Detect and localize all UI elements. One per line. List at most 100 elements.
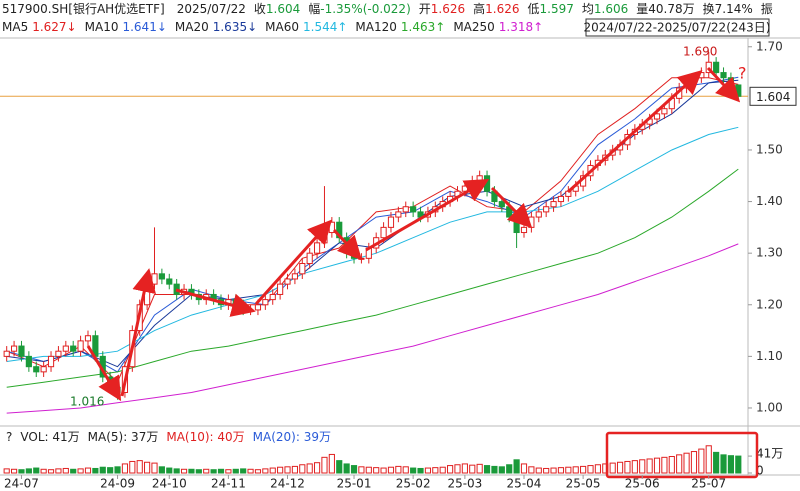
volume-legend-item: MA(5): 37万: [88, 430, 159, 444]
volume-bar: [639, 459, 646, 474]
candle-body: [535, 211, 542, 218]
volume-bar: [166, 467, 173, 474]
y-tick-label: 41万: [756, 447, 783, 461]
x-tick-label: 25-05: [566, 477, 601, 491]
volume-bar: [720, 454, 727, 474]
volume-bar: [587, 465, 594, 474]
volume-bar: [735, 455, 742, 474]
arrow: [175, 288, 256, 317]
volume-bar: [107, 467, 114, 474]
volume-bar: [217, 468, 225, 474]
volume-bar: [121, 463, 129, 474]
volume-bar: [513, 459, 520, 474]
candle-body: [62, 345, 69, 352]
quote-name: 高: [473, 1, 485, 16]
candle-body: [498, 201, 505, 208]
candle-body: [84, 335, 92, 342]
quote-name: 换: [703, 2, 715, 16]
arrow: [332, 228, 363, 261]
x-tick-label: 24-09: [100, 477, 135, 491]
volume-bar: [461, 463, 468, 474]
arrow: [706, 66, 741, 103]
candle-body: [476, 175, 483, 182]
quote-name: 均: [582, 2, 594, 16]
candle-body: [735, 84, 742, 97]
volume-bar: [631, 460, 638, 474]
ma-value: 1.641↓: [122, 20, 166, 34]
x-tick-label: 25-06: [625, 477, 660, 491]
volume-bar: [402, 466, 409, 474]
volume-bar: [609, 462, 616, 474]
candle-body: [25, 355, 32, 368]
volume-bar: [683, 452, 690, 474]
quote-name: 量: [636, 2, 648, 16]
volume-bar: [698, 448, 705, 474]
candle-body: [483, 175, 491, 192]
range-box: [585, 18, 770, 37]
volume-bar: [203, 468, 210, 474]
candle-body: [166, 278, 173, 285]
volume-bar: [328, 453, 335, 474]
ma-line: [6, 168, 739, 388]
volume-bar: [395, 465, 402, 474]
x-tick-label: 25-01: [337, 477, 372, 491]
volume-bar: [3, 468, 10, 474]
x-tick-label: 24-12: [270, 477, 305, 491]
arrow: [254, 219, 333, 306]
volume-bar: [439, 466, 446, 474]
y-tick-label: 0: [756, 464, 764, 478]
volume-bar: [70, 468, 77, 474]
volume-legend-item: ?: [6, 430, 12, 444]
volume-legend-item: MA(20): 39万: [253, 430, 331, 444]
candle-body: [713, 61, 720, 74]
candle-body: [299, 262, 306, 275]
quote-value: 7.14%: [715, 2, 753, 16]
x-tick-label: 25-02: [396, 477, 431, 491]
quote-value: 1.626: [431, 2, 465, 16]
volume-bar: [291, 465, 298, 474]
volume-bar: [84, 467, 92, 474]
candle-body: [291, 273, 298, 280]
volume-bar: [40, 468, 47, 474]
volume-bar: [284, 466, 291, 474]
volume-bar: [313, 462, 321, 474]
ma-value: 1.544↑: [303, 20, 347, 34]
volume-bar: [543, 467, 550, 474]
volume-bar: [690, 451, 698, 474]
candle-body: [269, 293, 276, 301]
quote-name: 开: [419, 2, 431, 16]
annotation: 1.016: [70, 395, 104, 409]
volume-bar: [62, 467, 69, 474]
last-price-box: [749, 86, 797, 106]
volume-bar: [469, 464, 476, 474]
volume-bar: [520, 463, 528, 474]
y-tick-label: 1.10: [756, 349, 783, 363]
volume-bar: [661, 456, 668, 474]
volume-bar: [624, 460, 631, 474]
candle-body: [469, 180, 476, 187]
ma-value: 1.318↑: [499, 20, 543, 34]
ma-value: 1.463↑: [401, 20, 445, 34]
volume-bar: [653, 457, 661, 474]
volume-bar: [299, 464, 306, 474]
candle-body: [18, 345, 25, 357]
ma-name: MA120: [355, 20, 396, 34]
volume-bar: [18, 469, 25, 474]
volume-bar: [373, 467, 380, 474]
candle-body: [321, 232, 328, 244]
candle-body: [543, 206, 550, 213]
volume-bar: [277, 466, 284, 474]
annotation: 1.690: [683, 45, 717, 59]
volume-bar: [10, 468, 18, 474]
candle-body: [3, 350, 10, 357]
volume-bar: [247, 468, 254, 474]
volume-bar: [565, 466, 572, 474]
volume-bar: [188, 468, 195, 474]
volume-bar: [713, 451, 720, 474]
candle-body: [232, 299, 239, 306]
volume-legend: ? VOL: 41万 MA(5): 37万 MA(10): 40万 MA(20): 39…: [6, 430, 331, 444]
arrow: [365, 179, 490, 252]
volume-bar: [262, 468, 269, 474]
